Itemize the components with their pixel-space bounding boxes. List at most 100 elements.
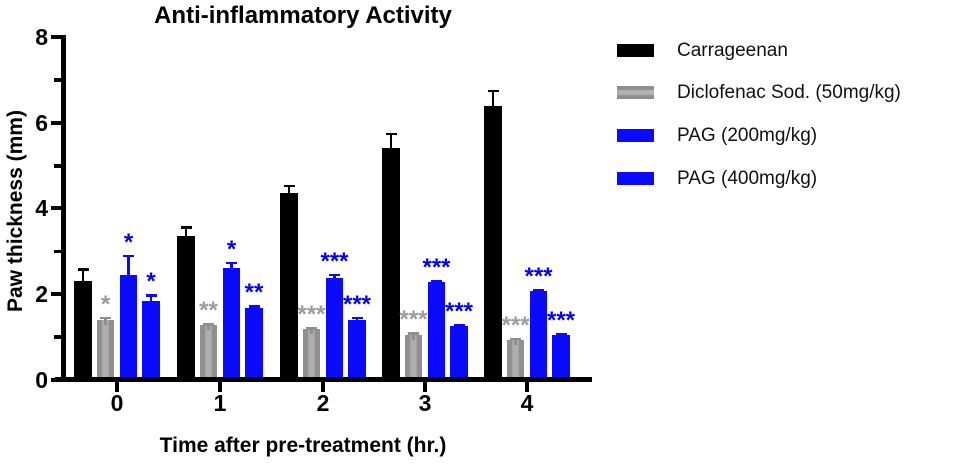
- significance-stars: **: [244, 279, 264, 307]
- y-tick-minor: [54, 164, 63, 168]
- y-tick-major: [51, 35, 63, 40]
- error-bar-stem: [252, 305, 256, 313]
- legend-label: Carrageenan: [677, 40, 788, 61]
- y-tick-label: 2: [35, 280, 48, 307]
- x-tick: [423, 382, 427, 392]
- y-tick-major: [51, 291, 63, 296]
- y-tick-label: 6: [35, 109, 48, 136]
- error-bar-cap: [555, 332, 567, 336]
- error-bar-stem: [207, 323, 210, 331]
- significance-stars: **: [199, 297, 218, 324]
- x-tick-label: 1: [213, 390, 227, 416]
- error-bar-stem: [514, 337, 517, 346]
- bar-pag-400mg-kg--t0: [142, 301, 160, 377]
- x-tick: [115, 382, 119, 392]
- significance-stars: ***: [422, 253, 451, 281]
- x-tick: [525, 382, 529, 392]
- error-bar-cap: [180, 226, 192, 229]
- bar-pag-400mg-kg--t3: [450, 326, 468, 377]
- bar-diclofenac-sod-50mg-kg--t4: [506, 340, 525, 377]
- legend-label: PAG (400mg/kg): [677, 168, 818, 189]
- error-bar-cap: [283, 184, 295, 188]
- y-tick-label: 0: [35, 366, 48, 393]
- y-tick-major: [51, 120, 63, 125]
- error-bar-stem: [104, 316, 107, 326]
- legend-label: Diclofenac Sod. (50mg/kg): [677, 82, 901, 103]
- error-bar-cap: [306, 327, 317, 330]
- y-tick-label: 4: [35, 195, 48, 222]
- significance-stars: ***: [342, 290, 372, 318]
- error-bar-cap: [100, 316, 111, 320]
- bar-pag-400mg-kg--t2: [348, 320, 366, 377]
- error-bar-stem: [389, 132, 393, 154]
- significance-stars: ***: [297, 301, 326, 329]
- error-bar-cap: [431, 279, 442, 283]
- significance-stars: ***: [546, 306, 576, 334]
- error-bar-stem: [435, 279, 438, 287]
- bar-carrageenan-t1: [177, 236, 195, 377]
- error-bar-cap: [487, 89, 499, 93]
- bar-diclofenac-sod-50mg-kg--t2: [302, 329, 321, 377]
- y-tick-minor: [54, 78, 63, 82]
- error-bar-stem: [230, 261, 233, 274]
- x-axis-line: [55, 377, 592, 382]
- significance-stars: *: [146, 268, 156, 296]
- legend-swatch-diclofenac: [617, 86, 654, 99]
- error-bar-stem: [149, 294, 153, 307]
- error-bar-stem: [184, 226, 188, 242]
- error-bar-stem: [412, 332, 415, 340]
- error-bar-stem: [559, 332, 563, 340]
- bar-diclofenac-sod-50mg-kg--t3: [404, 334, 423, 377]
- significance-stars: ***: [399, 306, 428, 334]
- error-bar-cap: [226, 261, 237, 265]
- bar-diclofenac-sod-50mg-kg--t0: [96, 320, 115, 377]
- error-bar-stem: [491, 89, 495, 111]
- significance-stars: ***: [444, 297, 474, 325]
- error-bar-cap: [248, 305, 260, 308]
- x-tick-label: 0: [110, 390, 124, 416]
- legend-swatch-pag200: [617, 129, 654, 142]
- bar-pag-400mg-kg--t4: [552, 334, 570, 377]
- x-tick-label: 2: [316, 390, 330, 416]
- x-tick-label: 3: [418, 390, 432, 416]
- legend-label: PAG (200mg/kg): [677, 125, 818, 146]
- legend-swatch-pag400: [617, 172, 654, 185]
- bar-pag-400mg-kg--t1: [245, 307, 263, 377]
- x-tick-label: 4: [520, 390, 534, 416]
- bar-diclofenac-sod-50mg-kg--t1: [199, 325, 218, 377]
- y-tick-minor: [54, 335, 63, 339]
- bar-pag-200mg-kg--t1: [222, 268, 241, 377]
- error-bar-stem: [333, 273, 336, 283]
- error-bar-cap: [145, 294, 157, 297]
- y-axis-line: [61, 35, 66, 382]
- error-bar-cap: [203, 323, 214, 326]
- error-bar-cap: [533, 289, 544, 292]
- significance-stars: ***: [320, 247, 349, 275]
- error-bar-cap: [77, 268, 89, 271]
- error-bar-cap: [385, 132, 397, 136]
- error-bar-stem: [81, 268, 85, 287]
- bar-carrageenan-t3: [382, 148, 400, 377]
- bar-carrageenan-t4: [484, 105, 502, 377]
- error-bar-stem: [310, 327, 313, 335]
- significance-stars: *: [123, 228, 134, 256]
- error-bar-stem: [355, 316, 359, 326]
- bar-pag-200mg-kg--t4: [529, 291, 548, 377]
- y-tick-label: 8: [35, 24, 48, 51]
- bar-pag-200mg-kg--t2: [325, 277, 344, 377]
- error-bar-stem: [287, 184, 291, 199]
- significance-stars: ***: [501, 311, 530, 339]
- error-bar-cap: [510, 337, 521, 341]
- error-bar-stem: [127, 254, 130, 280]
- x-axis-label: Time after pre-treatment (hr.): [159, 434, 447, 457]
- chart-title: Anti-inflammatory Activity: [154, 2, 452, 29]
- y-tick-major: [51, 377, 63, 382]
- bar-pag-200mg-kg--t3: [427, 281, 446, 377]
- error-bar-cap: [329, 273, 340, 277]
- error-bar-cap: [453, 323, 465, 327]
- y-tick-major: [51, 206, 63, 211]
- error-bar-stem: [537, 289, 540, 297]
- error-bar-cap: [351, 316, 363, 320]
- legend-swatch-carrageenan: [617, 44, 654, 57]
- bar-carrageenan-t0: [74, 281, 92, 377]
